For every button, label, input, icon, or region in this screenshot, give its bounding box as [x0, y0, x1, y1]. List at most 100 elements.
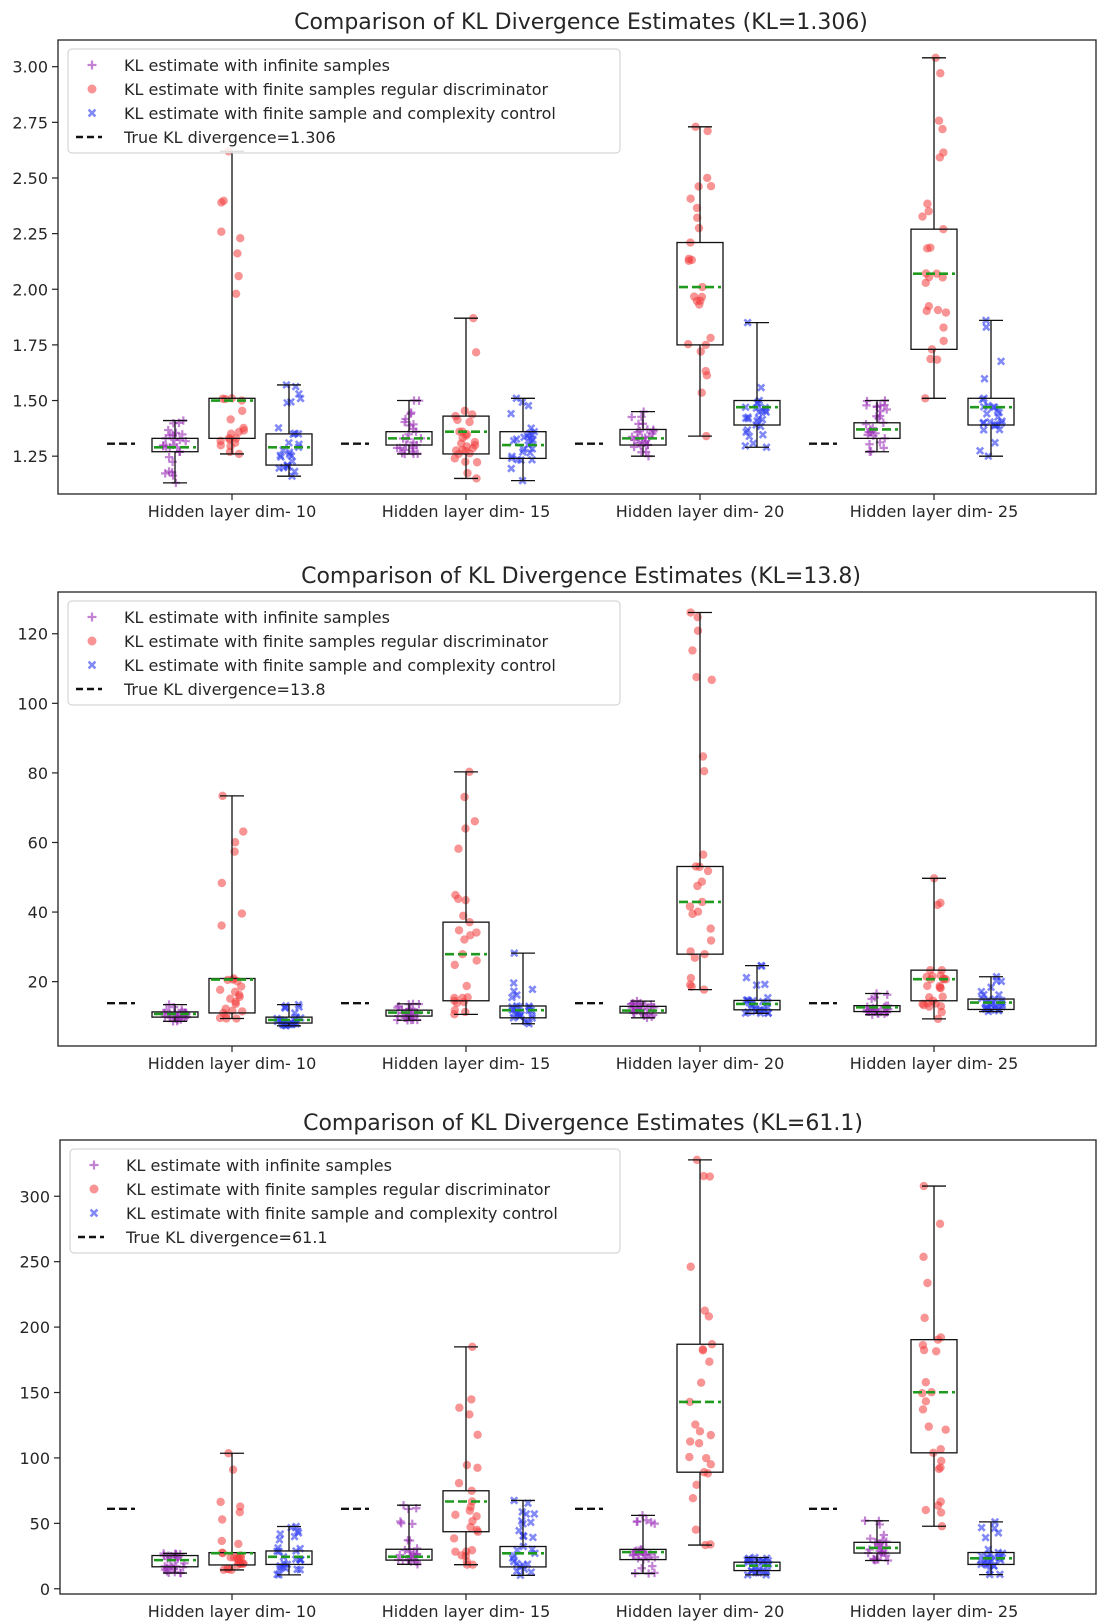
data-point	[162, 1005, 171, 1015]
data-point	[462, 1460, 472, 1470]
plot-frame	[57, 591, 1097, 1047]
y-tick-label: 40	[28, 903, 48, 922]
data-point	[749, 439, 758, 448]
data-point	[451, 1510, 460, 1520]
data-point	[918, 1405, 928, 1414]
data-point	[997, 417, 1007, 426]
data-point	[876, 1539, 885, 1548]
data-point	[527, 1567, 536, 1577]
data-point	[706, 1430, 716, 1440]
data-point	[465, 1410, 474, 1419]
data-point	[526, 1518, 535, 1527]
data-point	[941, 1425, 950, 1434]
data-point	[396, 1517, 405, 1526]
data-point	[473, 1463, 482, 1473]
data-point	[758, 430, 767, 439]
data-point	[692, 203, 702, 213]
data-point	[693, 881, 702, 891]
data-point	[455, 1403, 464, 1412]
x-tick-label: Hidden layer dim- 20	[616, 1054, 785, 1073]
box	[499, 431, 547, 460]
data-point	[453, 415, 462, 425]
legend-regular-swatch	[87, 636, 97, 646]
data-point	[528, 985, 537, 994]
data-point	[919, 1345, 929, 1355]
data-point	[276, 451, 285, 460]
data-point	[706, 924, 715, 933]
data-point	[406, 409, 415, 419]
data-point	[686, 1262, 695, 1271]
data-point	[466, 1502, 475, 1512]
data-point	[527, 437, 536, 446]
data-point	[706, 333, 715, 343]
data-point	[685, 1452, 694, 1462]
data-point	[462, 981, 471, 991]
data-point	[686, 947, 695, 956]
data-point	[466, 931, 475, 940]
data-point	[978, 395, 987, 404]
x-tick-label: Hidden layer dim- 15	[382, 502, 551, 521]
panel-kl-13-8: Comparison of KL Divergence Estimates (K…	[17, 564, 1097, 1073]
data-point	[937, 1007, 946, 1017]
y-tick-label: 1.50	[12, 392, 48, 411]
data-point	[632, 1546, 641, 1555]
panel-kl-1306: Comparison of KL Divergence Estimates (K…	[12, 10, 1097, 521]
data-point	[527, 423, 536, 433]
x-tick-label: Hidden layer dim- 25	[850, 1602, 1019, 1621]
data-point	[506, 409, 516, 418]
data-point	[687, 255, 696, 265]
data-point	[741, 441, 750, 451]
data-point	[977, 987, 986, 996]
data-point	[867, 994, 876, 1004]
data-point	[627, 412, 636, 422]
data-point	[935, 1219, 945, 1229]
legend-label-complexity: KL estimate with finite sample and compl…	[124, 656, 556, 675]
data-point	[451, 446, 461, 455]
legend-box	[67, 48, 621, 154]
data-point	[923, 1278, 932, 1288]
data-point	[936, 69, 945, 78]
data-point	[294, 389, 303, 399]
data-point	[702, 1453, 711, 1463]
data-point	[924, 1422, 933, 1431]
box	[967, 397, 1015, 426]
data-point	[221, 394, 230, 404]
box	[442, 921, 490, 1002]
legend-complexity-swatch	[87, 660, 97, 670]
data-point	[512, 990, 522, 1000]
data-point	[932, 1347, 941, 1356]
data-point	[921, 1505, 931, 1515]
data-point	[918, 212, 927, 221]
legend-label-complexity: KL estimate with finite sample and compl…	[124, 104, 556, 123]
y-tick-label: 2.00	[12, 280, 48, 299]
box	[499, 1005, 547, 1019]
x-tick-label: Hidden layer dim- 25	[850, 1054, 1019, 1073]
y-tick-label: 100	[19, 1449, 50, 1468]
data-point	[217, 1515, 227, 1524]
box	[967, 1551, 1015, 1566]
box	[208, 397, 256, 440]
y-tick-label: 1.75	[12, 336, 48, 355]
legend-infinite-swatch	[89, 1160, 99, 1170]
data-point	[934, 1464, 944, 1474]
box	[676, 1343, 724, 1473]
data-point	[990, 402, 999, 412]
data-point	[936, 1508, 946, 1517]
data-point	[698, 1345, 708, 1354]
data-point	[994, 990, 1004, 1000]
data-point	[691, 1525, 701, 1534]
data-point	[627, 432, 637, 442]
data-point	[939, 323, 948, 332]
data-point	[528, 1533, 538, 1542]
data-point	[697, 388, 706, 397]
data-point	[939, 336, 948, 346]
data-point	[938, 992, 947, 1001]
data-point	[879, 443, 888, 453]
data-point	[530, 1509, 539, 1519]
data-point	[762, 408, 771, 417]
data-point	[650, 1519, 659, 1528]
data-point	[450, 960, 459, 970]
data-point	[981, 1533, 990, 1542]
data-point	[217, 878, 227, 888]
